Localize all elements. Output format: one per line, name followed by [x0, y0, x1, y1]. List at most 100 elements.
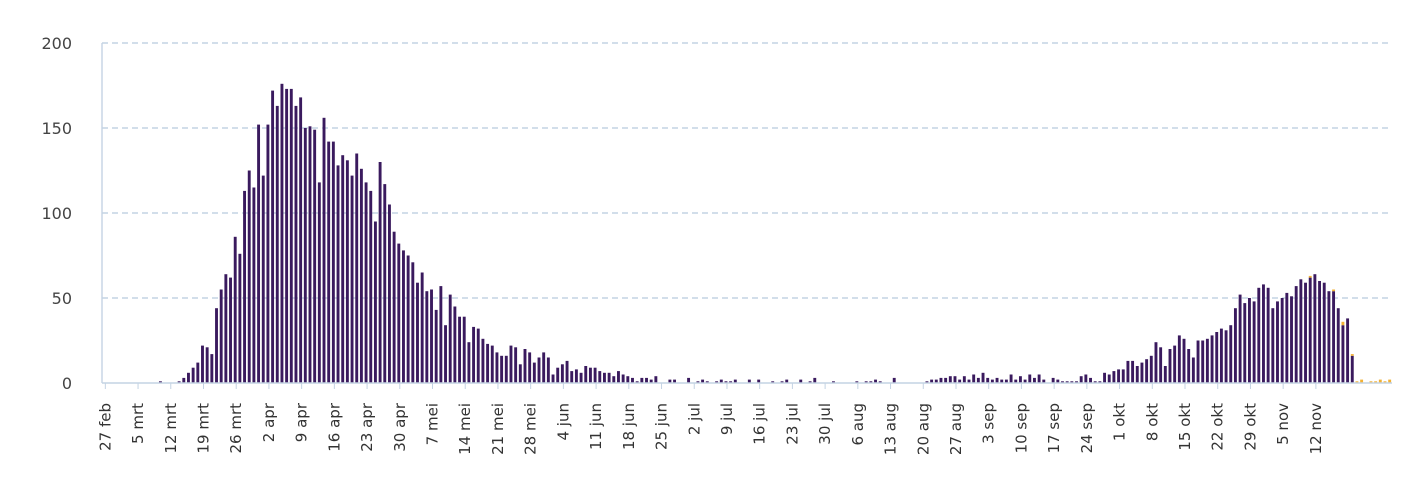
bar: [1056, 379, 1060, 383]
bar: [453, 306, 457, 383]
bar: [434, 309, 438, 383]
bar: [1252, 301, 1256, 383]
x-tick-label: 10 sep: [1012, 403, 1030, 453]
y-tick-label: 50: [52, 289, 72, 308]
bar: [1327, 291, 1331, 383]
x-tick-label: 27 feb: [96, 403, 114, 451]
x-tick-label: 2 jul: [685, 403, 703, 435]
bar: [416, 282, 419, 383]
bar: [509, 345, 513, 383]
bar: [729, 381, 733, 383]
bar: [383, 184, 387, 383]
bar: [518, 364, 522, 383]
bar: [392, 231, 396, 383]
bar: [1028, 374, 1032, 383]
bar: [1233, 308, 1237, 383]
bar: [247, 170, 251, 383]
bar: [1308, 277, 1312, 383]
bar: [1266, 287, 1270, 383]
bar: [187, 372, 190, 383]
bar: [467, 342, 471, 383]
bar: [981, 372, 985, 383]
bar: [537, 357, 541, 383]
x-tick-label: 30 jul: [816, 403, 834, 445]
bar-expected: [1388, 379, 1392, 383]
bar: [724, 381, 728, 383]
bar: [1196, 340, 1200, 383]
bar: [1117, 369, 1121, 383]
bar: [271, 90, 275, 383]
bar: [705, 381, 709, 383]
bar: [1154, 342, 1158, 383]
y-tick-label: 0: [62, 374, 72, 393]
bar: [1121, 369, 1125, 383]
bar: [532, 362, 536, 383]
bar: [406, 255, 410, 383]
bar: [799, 379, 803, 383]
bar: [210, 354, 214, 383]
bar: [205, 347, 209, 383]
bar: [958, 379, 962, 383]
bar: [953, 376, 957, 383]
bar: [369, 190, 373, 383]
x-tick-label: 26 mrt: [227, 403, 245, 454]
bar: [1346, 318, 1350, 383]
bar: [224, 274, 228, 383]
bar: [631, 377, 634, 383]
bar: [238, 253, 242, 383]
bar: [1257, 287, 1261, 383]
x-tick-label: 29 okt: [1241, 403, 1259, 451]
bar: [425, 291, 429, 383]
bar: [976, 377, 980, 383]
bar: [808, 381, 812, 383]
bar: [303, 128, 307, 383]
bar: [617, 371, 620, 383]
bar: [476, 328, 480, 383]
bar: [602, 372, 606, 383]
bar: [701, 379, 705, 383]
bar: [990, 379, 994, 383]
bar: [785, 379, 789, 383]
x-tick-label: 16 jul: [751, 403, 769, 445]
bar: [500, 355, 504, 383]
bar: [995, 377, 999, 383]
bar: [359, 168, 363, 383]
y-tick-label: 100: [41, 204, 72, 223]
bar: [1290, 296, 1293, 383]
bar: [925, 381, 929, 383]
bar: [1032, 377, 1036, 383]
bar: [486, 343, 490, 383]
bar: [1332, 291, 1336, 383]
bar: [1023, 379, 1027, 383]
bar: [546, 357, 550, 383]
bar: [878, 381, 882, 383]
y-tick-label: 200: [41, 34, 72, 53]
bar: [626, 376, 630, 383]
bar: [584, 366, 588, 383]
bar: [322, 117, 326, 384]
x-tick-label: 30 apr: [391, 402, 409, 452]
bar: [1159, 347, 1163, 383]
bar: [1271, 308, 1275, 383]
x-tick-label: 21 mei: [489, 403, 507, 455]
bar: [574, 369, 578, 383]
bar: [341, 155, 345, 383]
bar: [1084, 374, 1088, 383]
bar-expected: [1308, 275, 1312, 278]
bar-expected: [1374, 381, 1378, 383]
bar: [280, 83, 284, 384]
bar: [1313, 274, 1317, 383]
x-tick-label: 5 nov: [1274, 403, 1292, 445]
bar: [378, 162, 382, 383]
bar: [1276, 301, 1279, 383]
bar: [1336, 308, 1340, 383]
bar: [612, 376, 616, 383]
bar: [579, 372, 583, 383]
bar: [1089, 377, 1092, 383]
bar: [350, 175, 354, 383]
bar: [387, 204, 391, 383]
x-tick-label: 1 okt: [1111, 403, 1129, 441]
bar: [645, 377, 648, 383]
bar: [780, 381, 784, 383]
bar: [1009, 374, 1013, 383]
